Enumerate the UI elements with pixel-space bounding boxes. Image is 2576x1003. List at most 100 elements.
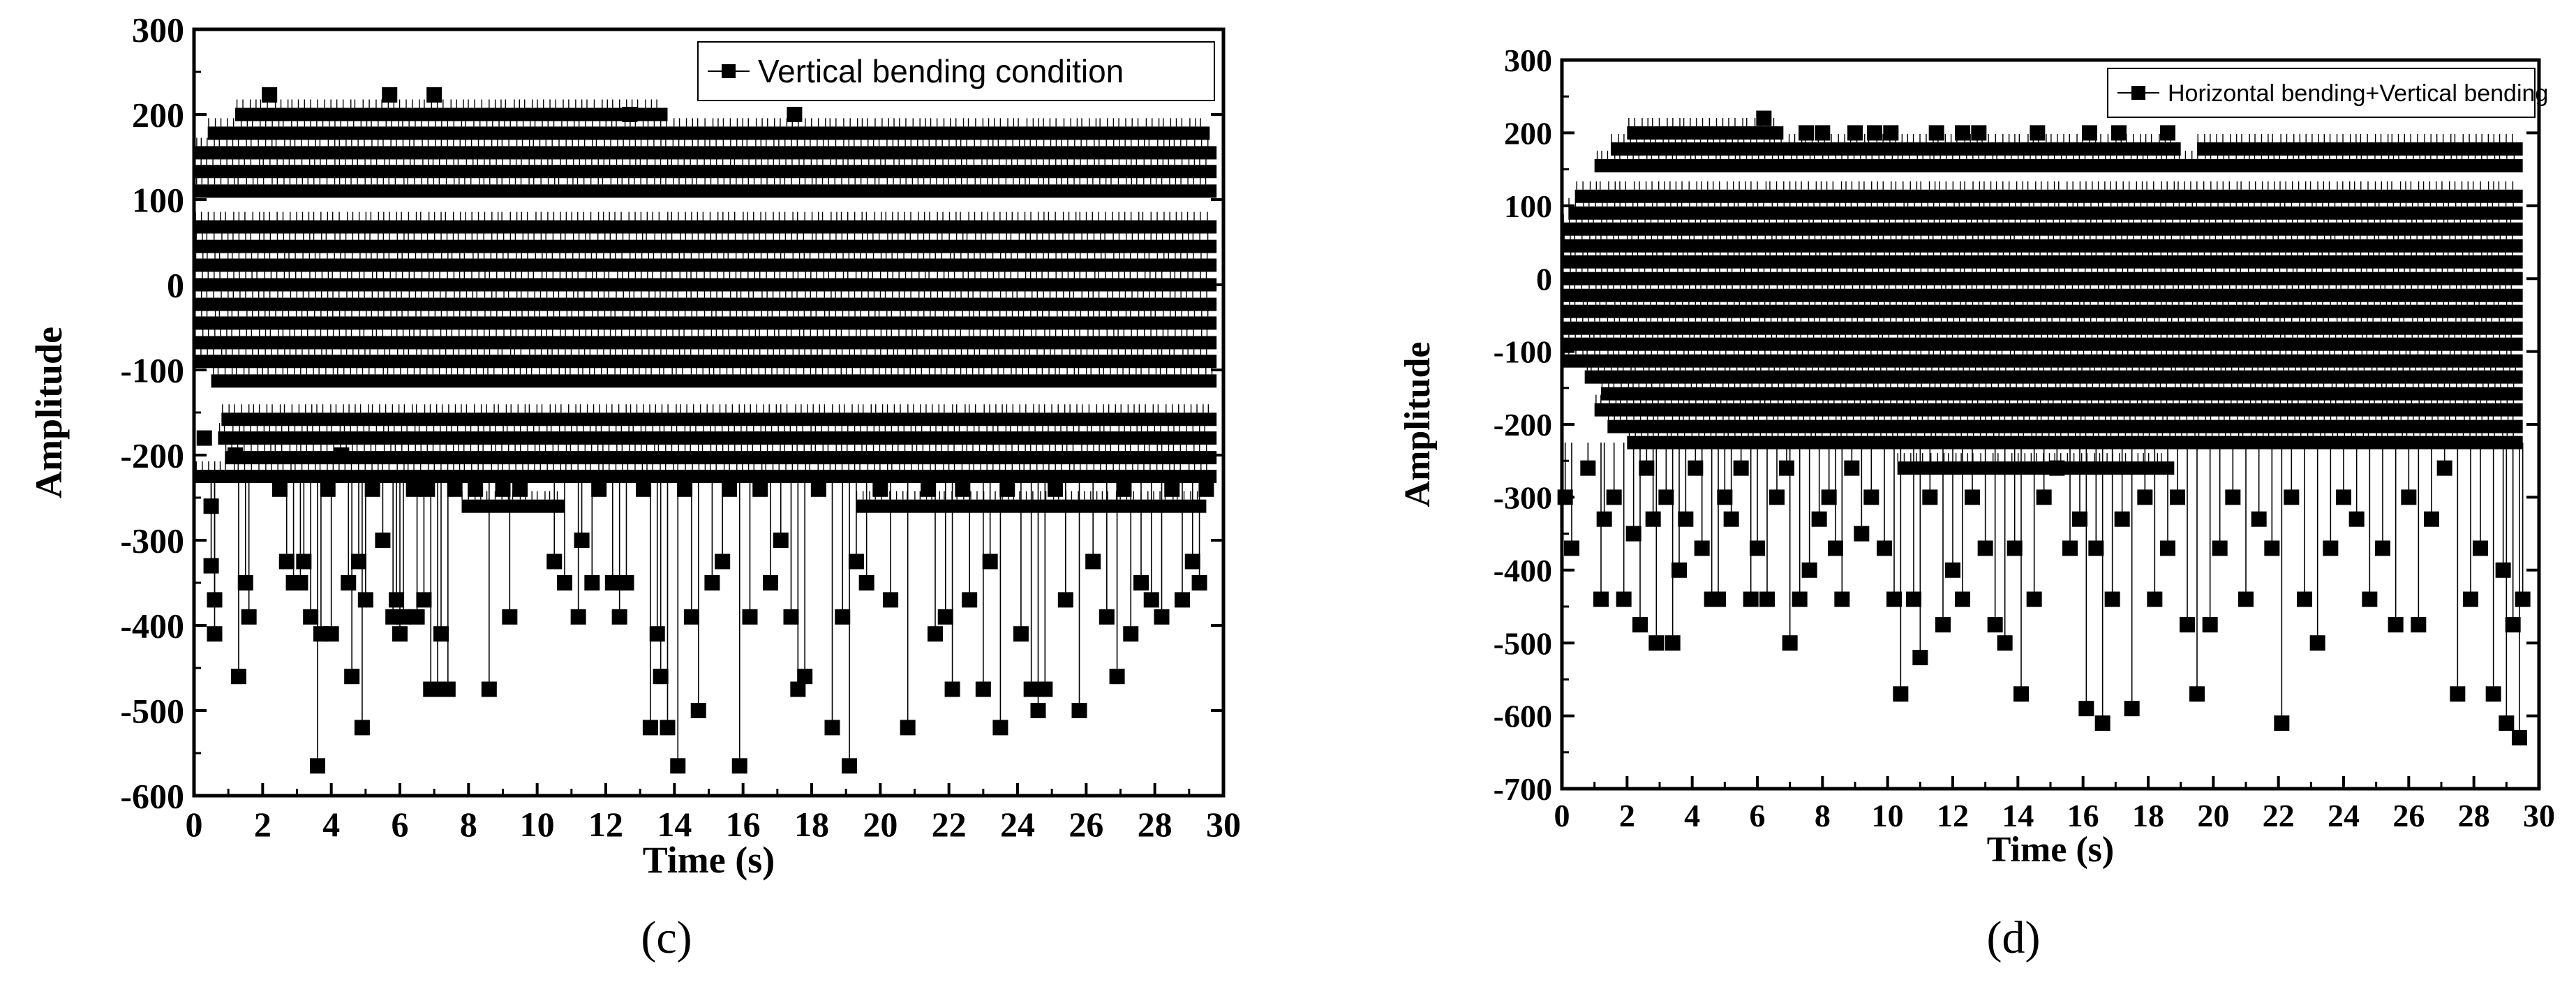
data-band — [1562, 255, 2523, 269]
data-band — [1562, 288, 2523, 302]
x-tick-label: 4 — [322, 805, 340, 844]
data-point — [237, 575, 253, 590]
data-point — [426, 87, 442, 103]
data-point — [334, 447, 350, 463]
y-tick-label: -400 — [120, 607, 184, 646]
data-point — [642, 720, 658, 736]
data-point — [323, 626, 339, 642]
data-band — [1611, 142, 2181, 156]
data-point — [1023, 681, 1039, 697]
data-point — [944, 681, 960, 697]
data-point — [704, 575, 720, 590]
data-point — [405, 481, 422, 497]
x-tick-label: 30 — [1206, 805, 1241, 844]
x-tick-label: 14 — [657, 805, 692, 844]
legend-box — [697, 41, 1215, 101]
y-axis-title: Amplitude — [28, 327, 70, 498]
data-point — [495, 481, 511, 497]
x-tick-label: 6 — [392, 805, 409, 844]
data-point — [409, 609, 425, 625]
data-band — [194, 165, 1217, 179]
y-tick-label: 300 — [132, 10, 184, 50]
x-tick-label: 24 — [1000, 805, 1035, 844]
data-point — [1143, 592, 1159, 608]
data-point — [584, 575, 600, 590]
data-point — [975, 681, 991, 697]
data-band — [1627, 126, 1784, 140]
data-point — [357, 592, 373, 608]
data-point — [341, 575, 357, 590]
data-point — [502, 609, 518, 625]
data-point — [742, 609, 758, 625]
data-point — [992, 720, 1008, 736]
data-point — [271, 481, 288, 497]
data-point — [351, 553, 366, 570]
data-band — [1562, 272, 2523, 285]
data-point — [203, 498, 219, 514]
data-band — [194, 220, 1217, 234]
data-band — [461, 499, 565, 513]
data-point — [1085, 553, 1101, 570]
data-point — [1191, 575, 1207, 590]
data-point — [1071, 703, 1087, 718]
data-point — [722, 481, 737, 497]
data-point — [228, 447, 243, 463]
data-band — [225, 451, 1217, 465]
data-point — [591, 481, 607, 497]
data-band — [194, 258, 1217, 272]
panel-label: (c) — [641, 912, 692, 963]
data-point — [677, 481, 693, 497]
data-point — [278, 553, 295, 570]
data-point — [230, 669, 246, 685]
data-point — [382, 87, 398, 103]
data-band — [1568, 206, 2523, 220]
data-point — [296, 553, 312, 570]
data-point — [203, 558, 219, 574]
data-point — [375, 533, 391, 548]
x-tick-label: 2 — [254, 805, 271, 844]
data-point — [392, 626, 408, 642]
data-point — [546, 553, 563, 570]
data-band — [194, 239, 1217, 253]
x-tick-label: 20 — [863, 805, 898, 844]
data-point — [440, 681, 456, 697]
y-tick-label: -300 — [120, 521, 184, 560]
data-point — [636, 481, 652, 497]
data-point — [752, 481, 768, 497]
data-point — [1133, 575, 1149, 590]
data-point — [763, 575, 778, 590]
legend-text: Vertical bending condition — [758, 53, 1124, 89]
y-tick-label: 200 — [132, 96, 184, 135]
data-point — [670, 758, 686, 774]
data-point — [310, 758, 325, 774]
y-tick-label: 0 — [167, 266, 184, 305]
data-point — [395, 609, 411, 625]
data-point — [481, 681, 497, 697]
data-point — [207, 592, 223, 608]
data-point — [262, 87, 278, 103]
data-point — [715, 553, 731, 570]
data-band — [1594, 158, 2523, 172]
data-point — [320, 481, 336, 497]
data-band — [207, 126, 1210, 140]
data-point — [618, 575, 634, 590]
data-point — [962, 592, 978, 608]
data-band — [194, 336, 1217, 350]
data-point — [389, 592, 405, 608]
data-point — [1013, 626, 1029, 642]
data-point — [810, 481, 826, 497]
x-tick-label: 28 — [1138, 805, 1172, 844]
data-point — [1057, 592, 1073, 608]
data-band — [1574, 189, 2523, 203]
x-tick-label: 8 — [460, 805, 477, 844]
data-point — [292, 575, 308, 590]
data-point — [653, 669, 669, 685]
y-tick-label: -500 — [120, 692, 184, 731]
data-point — [416, 592, 432, 608]
data-band — [1562, 239, 2523, 253]
data-point — [1048, 481, 1064, 497]
data-point — [241, 609, 257, 625]
data-band — [194, 278, 1217, 292]
data-point — [731, 758, 747, 774]
